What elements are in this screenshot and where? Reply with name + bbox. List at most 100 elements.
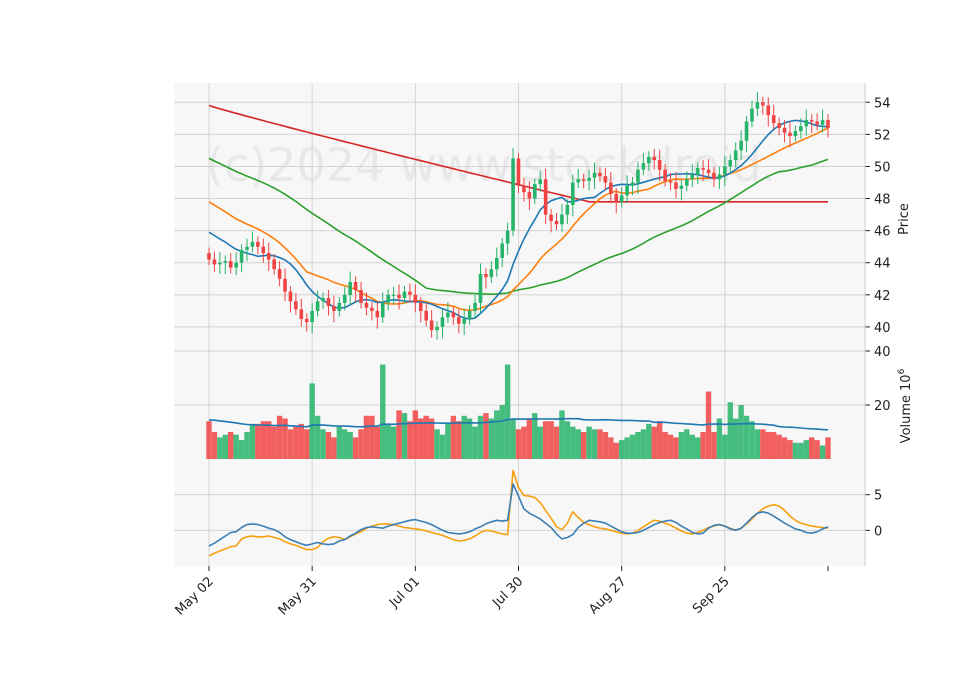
volume-bar	[358, 429, 364, 459]
candle-body	[484, 273, 488, 278]
volume-bar	[390, 426, 397, 459]
candle-body	[256, 241, 260, 247]
candle-body	[766, 105, 771, 116]
volume-bar	[809, 437, 815, 459]
volume-bar	[298, 423, 305, 459]
candle-body	[712, 172, 716, 180]
candle-body	[793, 131, 798, 136]
candle-body	[234, 262, 238, 268]
volume-bar	[380, 364, 386, 459]
volume-bar	[732, 418, 739, 459]
candle-body	[435, 326, 439, 331]
candle-body	[695, 168, 700, 175]
volume-bar	[629, 434, 636, 459]
volume-bar	[760, 429, 766, 459]
candle-body	[782, 127, 787, 133]
volume-bar	[678, 432, 685, 459]
ma-50-line	[208, 157, 829, 296]
candle-body	[408, 291, 412, 295]
volume-bar	[331, 437, 337, 459]
volume-bar	[206, 421, 212, 459]
candle-body	[706, 169, 711, 173]
volume-bar	[510, 418, 516, 459]
candle-body	[467, 310, 472, 319]
x-tick-label: Jul 01	[386, 574, 423, 611]
volume-bar	[445, 423, 451, 459]
volume-bar	[211, 432, 218, 459]
candle-body	[348, 281, 352, 295]
candle-body	[570, 182, 575, 205]
candle-body	[657, 160, 662, 170]
volume-bar	[684, 429, 690, 459]
volume-average	[208, 417, 829, 431]
volume-bar	[309, 383, 315, 459]
volume-bar	[494, 410, 500, 459]
candle-body	[440, 317, 445, 327]
volume-bar	[450, 415, 457, 459]
candle-body	[283, 278, 287, 292]
candle-body	[815, 121, 819, 125]
volume-bar	[483, 413, 489, 459]
candle-body	[777, 123, 781, 128]
price-tick-label: 44	[874, 257, 891, 272]
volume-bar	[667, 434, 674, 459]
volume-bar	[233, 434, 239, 459]
candle-body	[603, 176, 608, 183]
candle-body	[609, 182, 613, 194]
candle-body	[576, 179, 581, 183]
volume-bar	[347, 432, 353, 459]
candle-body	[826, 119, 830, 128]
candle-body	[619, 195, 624, 202]
candle-body	[647, 156, 651, 164]
candle-body	[630, 182, 635, 186]
candle-body	[565, 204, 570, 215]
candle-body	[380, 302, 385, 318]
candle-body	[771, 115, 776, 124]
candle-body	[788, 132, 792, 136]
price-tick-label: 48	[874, 193, 891, 208]
volume-bar	[814, 440, 820, 459]
candle-body	[663, 169, 667, 181]
candle-body	[744, 121, 749, 141]
candle-body	[809, 119, 814, 122]
volume-bar	[689, 434, 695, 459]
volume-bar	[434, 429, 440, 459]
volume-bar	[276, 415, 283, 459]
candle-body	[614, 193, 619, 202]
volume-bar	[640, 429, 647, 459]
volume-bar	[575, 429, 581, 459]
volume-bar	[228, 432, 234, 459]
candle-body	[359, 290, 363, 303]
candle-body	[451, 312, 456, 318]
volume-label-text: Volume	[899, 395, 914, 443]
volume-bar	[787, 440, 793, 459]
candle-body	[321, 298, 325, 302]
volume-bar	[635, 432, 641, 459]
candle-body	[560, 214, 564, 225]
macd-line	[208, 483, 829, 547]
x-tick-label: May 02	[173, 574, 217, 618]
x-tick-label: Sep 25	[690, 574, 733, 617]
candle-body	[538, 179, 543, 185]
candle-body	[239, 249, 244, 263]
volume-bar	[803, 440, 809, 459]
candle-body	[522, 185, 526, 193]
candle-body	[511, 158, 515, 231]
price-tick-label: 46	[874, 225, 891, 240]
oscillator-lines	[208, 469, 829, 557]
candle-body	[592, 172, 597, 178]
candle-body	[424, 310, 428, 321]
candle-body	[391, 294, 396, 296]
volume-bar	[771, 432, 777, 459]
volume-bar	[743, 415, 750, 459]
volume-bar	[673, 437, 679, 459]
volume-bar	[352, 437, 359, 459]
volume-bar	[428, 418, 435, 459]
volume-bar	[819, 445, 826, 459]
volume-bar	[553, 426, 560, 459]
candle-body	[326, 298, 331, 307]
volume-bar	[396, 410, 402, 459]
price-panel	[174, 83, 865, 351]
candle-body	[397, 294, 401, 299]
